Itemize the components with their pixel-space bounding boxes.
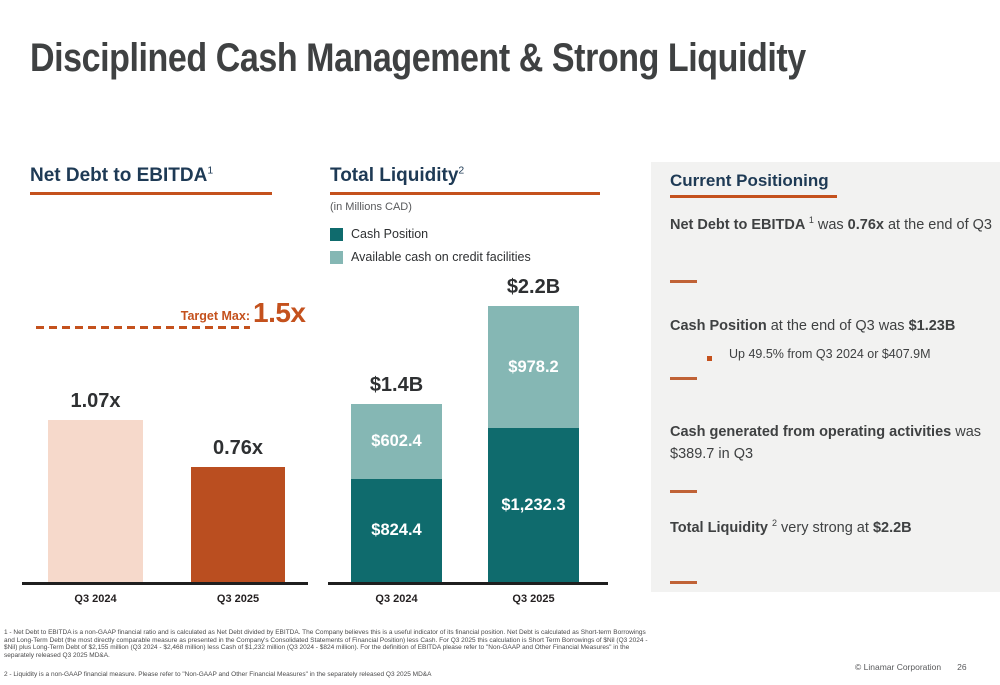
copyright-text: © Linamar Corporation xyxy=(855,662,942,672)
positioning-item-net-debt: Net Debt to EBITDA 1 was 0.76x at the en… xyxy=(670,215,992,233)
segment-value-label: $602.4 xyxy=(371,432,422,450)
legend-swatch-icon xyxy=(330,227,343,241)
item-divider-dash xyxy=(670,377,697,380)
positioning-item-operating-cash: Cash generated from operating activities… xyxy=(670,424,982,463)
liquidity-header-underline xyxy=(330,192,600,195)
net-debt-bar xyxy=(48,420,143,582)
net-debt-bar-value-label: 0.76x xyxy=(212,437,264,459)
liquidity-x-axis-label: Q3 2024 xyxy=(375,593,418,605)
slide-footer: © Linamar Corporation 26 xyxy=(855,662,967,672)
liquidity-x-axis-label: Q3 2025 xyxy=(512,593,555,605)
page-number: 26 xyxy=(957,662,967,672)
liquidity-total-label: $2.2B xyxy=(506,276,561,298)
liquidity-chart-legend: Cash Position Available cash on credit fa… xyxy=(330,227,531,273)
target-max-dashed-line xyxy=(36,326,250,329)
net-debt-x-axis xyxy=(22,582,308,585)
page-title: Disciplined Cash Management & Strong Liq… xyxy=(30,36,806,80)
net-debt-header-underline xyxy=(30,192,272,195)
liquidity-chart-title-superscript: 2 xyxy=(458,165,465,177)
sub-bullet-text: Up 49.5% from Q3 2024 or $407.9M xyxy=(729,347,931,361)
net-debt-chart-title-superscript: 1 xyxy=(207,165,214,177)
net-debt-chart-title: Net Debt to EBITDA1 xyxy=(30,165,213,187)
item-divider-dash xyxy=(670,581,697,584)
segment-value-label: $978.2 xyxy=(508,357,559,376)
liquidity-bar-segment: $1,232.3 xyxy=(488,428,579,582)
liquidity-total-label: $1.4B xyxy=(369,374,424,396)
net-debt-bar-value-label: 1.07x xyxy=(70,390,121,412)
item-divider-dash xyxy=(670,280,697,283)
liquidity-x-axis xyxy=(328,582,608,585)
liquidity-chart-subtitle: (in Millions CAD) xyxy=(330,201,412,213)
net-debt-bar xyxy=(191,467,285,582)
item-divider-dash xyxy=(670,490,697,493)
footnote-1: 1 - Net Debt to EBITDA is a non-GAAP fin… xyxy=(4,629,648,659)
liquidity-bar-segment: $978.2 xyxy=(488,306,579,428)
legend-label: Available cash on credit facilities xyxy=(351,250,531,264)
positioning-item-total-liquidity: Total Liquidity 2 very strong at $2.2B xyxy=(670,518,912,536)
sub-bullet-square-icon xyxy=(707,356,712,361)
liquidity-bar-segment: $602.4 xyxy=(351,404,442,479)
positioning-item-cash-position: Cash Position at the end of Q3 was $1.23… xyxy=(670,318,956,334)
liquidity-chart-title: Total Liquidity2 xyxy=(330,165,464,187)
segment-value-label: $824.4 xyxy=(371,521,422,539)
legend-label: Cash Position xyxy=(351,227,429,241)
footnote-2: 2 - Liquidity is a non-GAAP financial me… xyxy=(4,671,432,678)
current-positioning-underline xyxy=(670,195,837,198)
legend-swatch-icon xyxy=(330,250,343,264)
current-positioning-panel: Current Positioning Net Debt to EBITDA 1… xyxy=(651,162,1000,592)
target-max-label: Target Max: xyxy=(180,309,250,323)
segment-value-label: $1,232.3 xyxy=(501,495,566,514)
net-debt-x-axis-label: Q3 2025 xyxy=(216,593,260,605)
liquidity-chart-title-text: Total Liquidity xyxy=(330,165,459,186)
liquidity-bar-segment: $824.4 xyxy=(351,479,442,582)
net-debt-x-axis-label: Q3 2024 xyxy=(74,593,117,605)
net-debt-chart-title-text: Net Debt to EBITDA xyxy=(30,165,208,186)
legend-item: Cash Position xyxy=(330,227,531,241)
target-max-value: 1.5x xyxy=(253,297,306,328)
current-positioning-title: Current Positioning xyxy=(670,171,829,190)
legend-item: Available cash on credit facilities xyxy=(330,250,531,264)
